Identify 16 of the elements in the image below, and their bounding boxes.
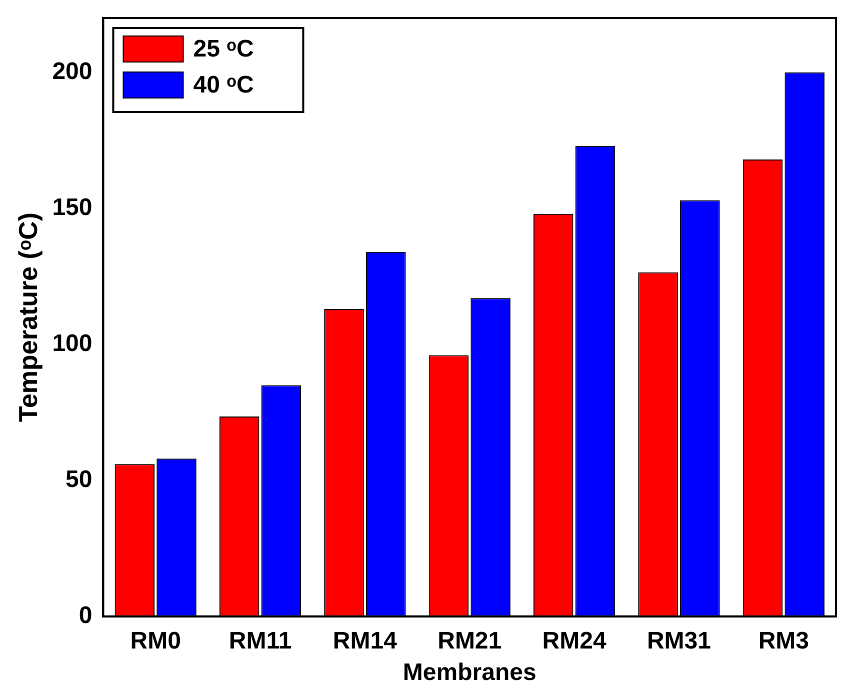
x-tick-label: RM0 (130, 627, 181, 654)
y-tick-label: 200 (52, 58, 92, 86)
x-tick-label: RM21 (438, 627, 502, 654)
legend-label: 40 ᵒC (193, 72, 254, 99)
y-tick-label: 150 (52, 194, 92, 222)
x-axis-title: Membranes (402, 659, 536, 686)
x-tick-label: RM11 (228, 627, 292, 654)
x-tick-label: RM3 (758, 627, 809, 654)
x-tick-label: RM24 (542, 627, 607, 654)
y-tick-label: 50 (66, 466, 92, 494)
y-tick-label: 100 (52, 330, 92, 358)
x-tick-label: RM14 (332, 627, 398, 654)
y-axis-title: Temperature (ᵒC) (12, 212, 43, 422)
y-tick-label: 0 (78, 602, 92, 630)
legend-label: 25 ᵒC (193, 36, 254, 63)
x-tick-label: RM31 (646, 627, 711, 654)
